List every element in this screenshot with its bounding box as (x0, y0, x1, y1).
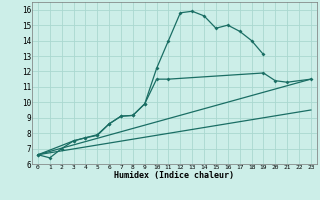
X-axis label: Humidex (Indice chaleur): Humidex (Indice chaleur) (115, 171, 234, 180)
